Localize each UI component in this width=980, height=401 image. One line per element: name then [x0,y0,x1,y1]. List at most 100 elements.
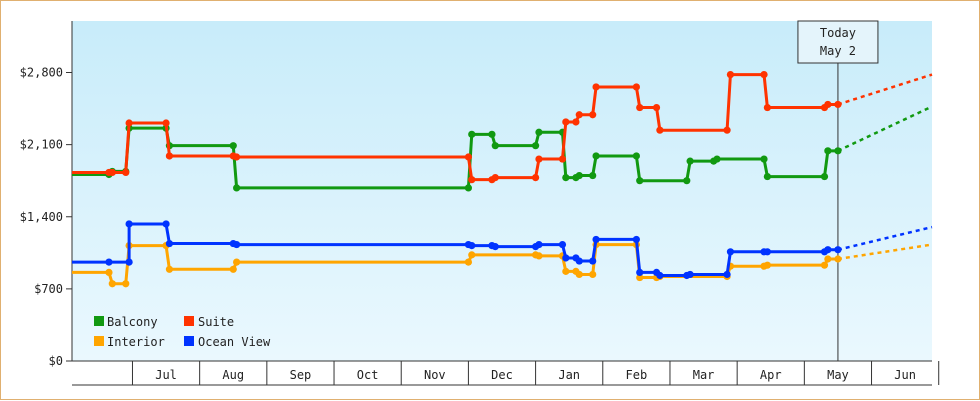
data-point-suite [652,103,661,112]
data-point-suite [589,111,597,119]
data-point-balcony [488,130,496,138]
data-point-interior [233,258,241,266]
y-tick-label: $2,800 [20,66,63,80]
data-point-interior [105,268,113,276]
data-point-ocean-view [105,258,113,266]
data-point-suite [592,83,600,91]
data-point-balcony [464,184,473,192]
y-tick-label: $1,400 [20,210,63,224]
data-point-ocean-view [562,254,570,262]
data-point-suite [726,70,735,79]
x-tick-label: Mar [693,368,715,382]
data-point-suite [558,155,567,163]
data-point-balcony [713,155,721,163]
data-point-balcony [686,157,694,165]
data-point-suite [656,126,664,134]
today-box [797,20,879,64]
data-point-suite [572,118,580,126]
data-point-ocean-view [636,268,644,276]
today-label: Today [820,26,856,40]
data-point-suite [723,126,731,134]
data-point-ocean-view [165,239,174,248]
data-point-interior [820,261,829,269]
data-point-balcony [491,142,499,150]
series-projection-suite [837,73,933,106]
data-point-ocean-view [686,270,694,279]
x-tick-label: Apr [760,368,782,382]
data-point-ocean-view [834,246,842,254]
data-point-interior [229,265,237,273]
data-point-ocean-view [763,248,771,256]
data-point-suite [763,103,771,112]
data-point-ocean-view [125,258,133,266]
data-point-suite [108,168,116,177]
data-point-ocean-view [558,240,567,249]
data-point-ocean-view [125,220,133,228]
data-point-interior [824,255,832,263]
legend: Balcony Suite Interior Ocean View [94,315,271,349]
y-tick-label: $0 [49,354,63,368]
data-point-suite [122,168,130,177]
data-point-interior [763,261,771,269]
data-point-suite [824,100,832,109]
data-point-suite [562,118,570,126]
x-tick-label: Dec [491,368,513,382]
data-point-balcony [763,172,771,181]
data-point-balcony [632,152,640,160]
data-point-suite [162,119,170,127]
legend-swatch-balcony [94,316,104,326]
data-point-ocean-view [589,257,597,265]
x-tick-label: Jul [155,368,177,382]
data-point-suite [464,153,473,161]
y-axis: $0 $700 $1,400 $2,100 $2,800 [20,21,73,368]
data-point-suite [834,100,842,109]
y-tick-label: $700 [34,282,63,296]
data-point-interior [562,267,570,275]
data-point-balcony [824,147,832,155]
data-point-interior [535,252,543,260]
data-point-suite [468,176,476,184]
today-marker: Today May 2 [797,20,879,361]
series-line-suite [72,73,838,182]
y-tick-label: $2,100 [20,138,63,152]
data-point-balcony [683,177,691,185]
data-point-interior [636,273,644,282]
series-projection-balcony [837,105,933,152]
legend-label-interior: Interior [107,335,165,349]
plot-area [72,21,932,361]
data-point-ocean-view [632,235,640,244]
data-point-balcony [636,177,644,185]
data-point-balcony [589,171,597,180]
x-tick-label: Nov [424,368,446,382]
x-tick-label: Jan [558,368,580,382]
series-line-interior [72,243,838,286]
x-tick-label: Oct [357,368,379,382]
data-point-suite [165,152,174,160]
data-point-suite [491,174,499,182]
data-point-interior [834,255,842,263]
data-point-suite [531,174,540,182]
data-point-suite [760,70,768,79]
today-date: May 2 [820,44,856,58]
data-point-suite [575,111,583,119]
legend-label-balcony: Balcony [107,315,158,329]
x-tick-label: May [827,368,849,382]
data-point-ocean-view [575,257,583,265]
series-ocean-view [72,220,933,280]
data-point-interior [468,251,476,259]
data-point-interior [165,265,174,273]
data-point-ocean-view [468,242,476,250]
data-point-balcony [535,128,543,136]
legend-swatch-suite [184,316,194,326]
data-point-balcony [468,130,476,138]
data-point-ocean-view [535,240,543,249]
data-point-suite [233,153,241,161]
data-point-balcony [531,142,540,150]
data-point-suite [632,83,640,91]
data-point-balcony [233,184,241,192]
data-point-ocean-view [592,235,600,244]
data-point-suite [636,103,644,112]
data-point-ocean-view [824,246,832,254]
